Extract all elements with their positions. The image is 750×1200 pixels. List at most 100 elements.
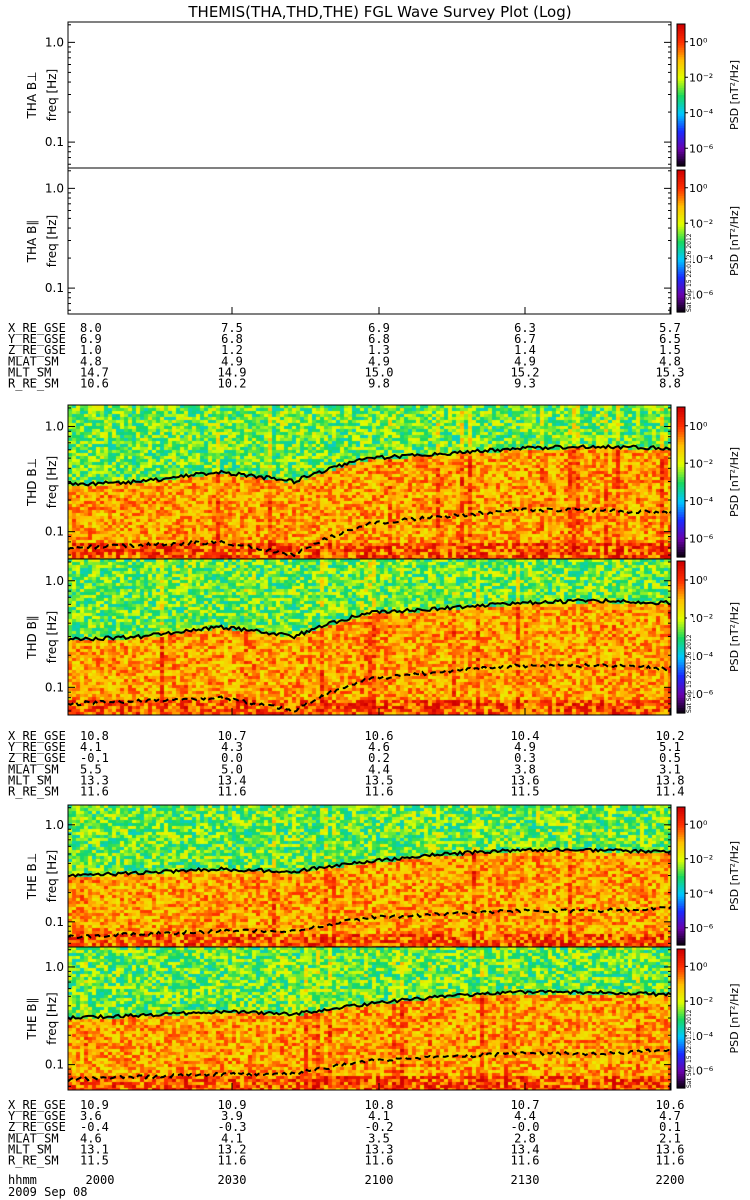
colorbar-segment [677, 702, 685, 706]
ephemeris-thd: X_RE_GSE 10.8 10.7 10.6 10.4 10.2 Y_RE_GSE 4.1 4… [8, 729, 684, 799]
colorbar-segment [677, 634, 685, 638]
colorbar-segment [677, 1020, 685, 1024]
colorbar-segment [677, 813, 685, 817]
lower-frequency-line [67, 662, 672, 714]
ephemeris-value: 4.1 [80, 740, 102, 754]
ephemeris-value: 6.8 [221, 332, 243, 346]
colorbar-segment [677, 836, 685, 840]
colorbar-segment [677, 427, 685, 431]
colorbar-segment [677, 40, 685, 44]
colorbar-tick-label: 10⁻² [689, 71, 713, 84]
colorbar-segment [677, 889, 685, 893]
colorbar-tick-label: 10⁻⁴ [689, 1030, 714, 1043]
ephemeris-row-label: MLAT_SM [8, 1131, 59, 1145]
ephemeris-value: 6.7 [514, 332, 536, 346]
colorbar-segment [677, 297, 685, 301]
colorbar-segment [677, 130, 685, 134]
y-tick-label: 0.1 [45, 281, 64, 295]
colorbar-segment [677, 1039, 685, 1043]
colorbar-segment [677, 818, 685, 822]
colorbar-tick-label: 10⁰ [689, 574, 708, 587]
colorbar-tick-label: 10⁻² [689, 853, 713, 866]
ephemeris-value: 0.1 [659, 1120, 681, 1134]
colorbar-segment [677, 626, 685, 630]
colorbar-segment [677, 807, 685, 810]
ephemeris-value: 11.4 [656, 785, 685, 799]
y-tick-label: 0.1 [45, 135, 64, 149]
colorbar-tick-label: 10⁻⁶ [689, 532, 714, 545]
colorbar-segment [677, 908, 685, 912]
panel-thd-par: 1.0 0.1 THD B∥ freq [Hz] 10⁰ 10⁻² 10⁻⁴ 10⁻⁶ PSD … [25, 558, 741, 716]
colorbar: 10⁰ 10⁻² 10⁻⁴ 10⁻⁶ PSD [nT²/Hz] [676, 560, 741, 714]
colorbar-tick-label: 10⁻⁶ [689, 142, 714, 155]
time-tick-label: 2130 [511, 1173, 540, 1187]
colorbar-segment [677, 846, 685, 849]
lower-frequency-line [67, 507, 672, 558]
y-tick-label: 1.0 [45, 818, 64, 832]
upper-frequency-line [67, 989, 672, 1021]
colorbar-segment [677, 422, 685, 426]
colorbar-segment [677, 938, 685, 941]
ephemeris-value: 11.6 [80, 785, 109, 799]
colorbar-segment [677, 269, 685, 273]
colorbar-segment [677, 873, 685, 877]
ephemeris-row-label: Z_RE_GSE [8, 343, 66, 357]
colorbar-segment [677, 300, 685, 304]
colorbar-segment [677, 245, 685, 249]
ephemeris-value: 0.3 [514, 751, 536, 765]
colorbar-segment [677, 581, 685, 585]
colorbar-segment [677, 692, 685, 696]
colorbar-segment [677, 649, 685, 653]
colorbar-tick-label: 10⁰ [689, 420, 708, 433]
y-tick-label: 1.0 [45, 181, 64, 195]
colorbar-tick-label: 10⁰ [689, 818, 708, 831]
panel-thd-perp: 1.0 0.1 THD B⊥ freq [Hz] 10⁰ 10⁻² 10⁻⁴ 10⁻⁶ PSD … [25, 404, 741, 560]
colorbar-segment [677, 839, 685, 843]
colorbar-segment [677, 454, 685, 458]
colorbar-segment [677, 967, 685, 971]
colorbar-segment [677, 252, 685, 256]
colorbar-frame [676, 169, 686, 313]
colorbar-segment [677, 816, 685, 820]
colorbar-segment [677, 667, 685, 671]
colorbar-segment [677, 1011, 685, 1015]
ephemeris-row-label: R_RE_SM [8, 377, 59, 391]
colorbar-tick-label: 10⁰ [689, 960, 708, 973]
colorbar-tick-label: 10⁻² [689, 612, 713, 625]
colorbar-segment [677, 999, 685, 1003]
colorbar-segment [677, 255, 685, 259]
ephemeris-value: 10.8 [365, 1098, 394, 1112]
colorbar-segment [677, 825, 685, 829]
colorbar-segment [677, 958, 685, 962]
ephemeris-value: -0.1 [80, 751, 109, 765]
colorbar-segment [677, 988, 685, 992]
colorbar-segment [677, 147, 685, 151]
colorbar-segment [677, 710, 685, 714]
colorbar-segment [677, 128, 685, 132]
ephemeris-value: 10.2 [656, 729, 685, 743]
colorbar-segment [677, 657, 685, 661]
colorbar-segment [677, 554, 685, 558]
ephemeris-value: 13.4 [511, 1142, 540, 1156]
time-tick-label: 2200 [656, 1173, 685, 1187]
colorbar-segment [677, 843, 685, 847]
panel-frame [67, 21, 672, 169]
colorbar-segment [677, 969, 685, 973]
colorbar-segment [677, 953, 685, 957]
colorbar-segment [677, 1009, 685, 1013]
colorbar-segment [677, 685, 685, 689]
colorbar-segment [677, 979, 685, 983]
freq-axis-label: freq [Hz] [45, 850, 59, 902]
colorbar-segment [677, 484, 685, 488]
ephemeris-value: 0.0 [221, 751, 243, 765]
colorbar-segment [677, 304, 685, 308]
colorbar-segment [677, 621, 685, 625]
colorbar-segment [677, 1083, 685, 1087]
spectrogram-image [68, 559, 671, 715]
colorbar-segment [677, 896, 685, 900]
colorbar-segment [677, 949, 685, 952]
colorbar-segment [677, 85, 685, 89]
colorbar-tick-label: 10⁻⁶ [689, 1065, 714, 1078]
spectrogram-panels: 1.0 0.1 THA B⊥ freq [Hz] 10⁰ 10⁻² 10⁻⁴ 10⁻⁶ PSD … [25, 21, 741, 1091]
